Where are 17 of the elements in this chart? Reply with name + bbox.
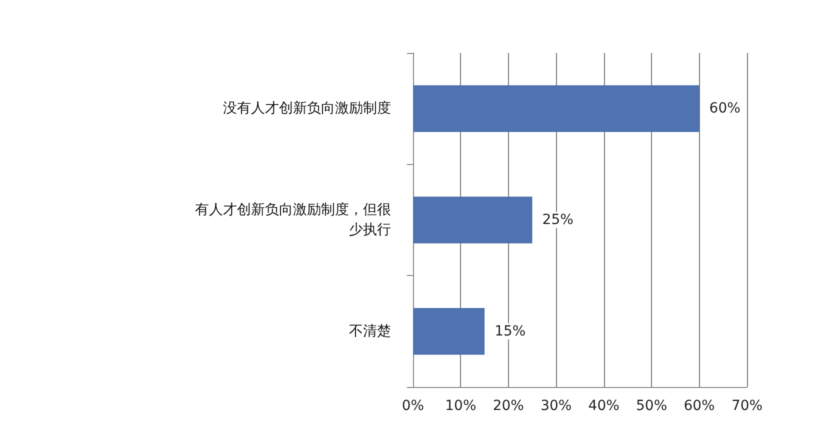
x-tick-label: 30% (540, 398, 572, 414)
y-tick-label: 有人才创新负向激励制度，但很少执行 (195, 202, 391, 238)
x-tick-label: 0% (402, 398, 424, 414)
x-tick-label: 70% (731, 398, 763, 414)
x-tick-label: 40% (588, 398, 620, 414)
bar (413, 196, 532, 244)
data-label: 25% (542, 212, 574, 228)
y-tick-label: 不清楚 (349, 323, 391, 340)
x-tick-label: 60% (684, 398, 715, 414)
data-label: 60% (709, 100, 740, 117)
bar (413, 85, 700, 132)
x-tick-label: 20% (492, 398, 524, 414)
x-tick-label: 50% (636, 398, 668, 414)
data-label: 15% (494, 323, 526, 340)
y-tick-label: 没有人才创新负向激励制度 (223, 100, 391, 117)
bar (413, 308, 485, 355)
x-tick-label: 10% (445, 398, 476, 414)
